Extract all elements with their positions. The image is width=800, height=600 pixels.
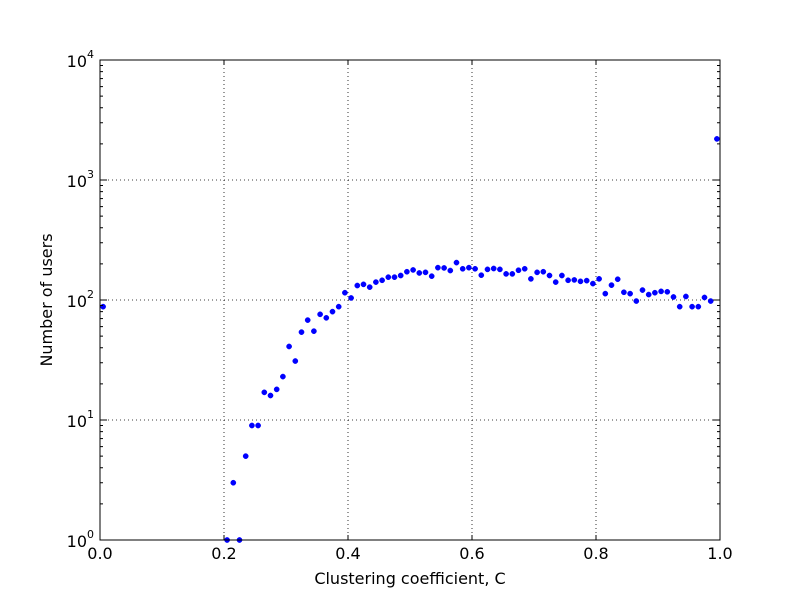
data-point xyxy=(701,294,708,301)
data-point xyxy=(391,274,398,281)
x-tick-label: 1.0 xyxy=(707,544,732,563)
data-point xyxy=(441,265,447,271)
data-point xyxy=(633,298,640,304)
x-axis-label: Clustering coefficient, C xyxy=(314,569,505,588)
x-tick-label: 0.4 xyxy=(335,544,360,563)
y-tick-label: 101 xyxy=(67,408,94,431)
y-tick-label: 104 xyxy=(67,48,94,71)
data-point xyxy=(639,287,646,293)
data-point xyxy=(689,303,695,310)
data-point xyxy=(528,276,534,282)
x-tick-label: 0.8 xyxy=(583,544,608,563)
data-point xyxy=(230,479,237,486)
data-point xyxy=(416,270,423,276)
axis-ticks xyxy=(99,59,721,541)
x-tick-label: 0.2 xyxy=(211,544,236,563)
data-point xyxy=(428,273,435,280)
data-point xyxy=(683,293,689,300)
data-point xyxy=(298,329,305,335)
grid-lines xyxy=(100,60,720,540)
data-point xyxy=(255,422,261,429)
data-point xyxy=(329,308,336,315)
data-point xyxy=(571,277,578,283)
data-point xyxy=(490,265,497,272)
data-point xyxy=(627,290,633,297)
data-point xyxy=(453,259,460,266)
data-point xyxy=(546,272,553,279)
data-point xyxy=(379,277,385,284)
data-point xyxy=(714,136,720,142)
data-point xyxy=(577,278,584,285)
data-point xyxy=(503,271,509,277)
data-point xyxy=(590,280,596,287)
data-point xyxy=(397,272,404,279)
data-point xyxy=(410,267,416,273)
data-point xyxy=(304,317,311,323)
data-point xyxy=(348,295,354,301)
data-point xyxy=(621,289,627,296)
data-point xyxy=(565,277,571,284)
data-point xyxy=(652,289,658,296)
x-tick-labels: 0.0 0.2 0.4 0.6 0.8 1.0 xyxy=(87,544,732,563)
data-point xyxy=(497,266,503,273)
data-point xyxy=(286,343,292,350)
data-point xyxy=(342,289,348,296)
y-tick-labels: 100 101 102 103 104 xyxy=(67,48,94,551)
data-point xyxy=(540,268,547,275)
data-point xyxy=(602,290,609,297)
y-tick-label: 100 xyxy=(67,528,94,551)
data-point xyxy=(261,389,268,396)
data-point xyxy=(472,265,478,272)
data-point xyxy=(100,303,106,310)
data-point xyxy=(292,358,299,364)
data-point xyxy=(311,328,317,335)
data-point xyxy=(695,303,702,310)
data-point xyxy=(404,268,410,275)
data-point xyxy=(280,373,286,380)
data-point xyxy=(670,294,677,300)
data-point xyxy=(484,266,491,273)
data-point xyxy=(583,277,590,284)
x-tick-label: 0.0 xyxy=(87,544,112,563)
data-point xyxy=(478,272,485,279)
data-point xyxy=(242,453,249,459)
data-point xyxy=(273,386,280,393)
data-points xyxy=(100,136,720,543)
data-point xyxy=(466,264,472,271)
data-point xyxy=(534,269,540,276)
data-point xyxy=(645,291,652,298)
data-point xyxy=(596,276,602,282)
data-point xyxy=(552,279,559,285)
data-point xyxy=(608,282,615,288)
data-point xyxy=(614,276,621,283)
data-point xyxy=(707,298,714,304)
data-point xyxy=(435,264,441,271)
data-point xyxy=(249,422,255,429)
data-point xyxy=(422,269,429,276)
data-point xyxy=(509,271,516,277)
data-point xyxy=(354,282,361,289)
data-point xyxy=(459,265,466,272)
data-point xyxy=(664,288,671,295)
data-point xyxy=(317,311,323,318)
y-tick-label: 102 xyxy=(67,288,94,311)
data-point xyxy=(676,303,683,310)
data-point xyxy=(373,279,379,285)
y-tick-label: 103 xyxy=(67,168,94,191)
data-point xyxy=(521,265,528,272)
data-point xyxy=(360,281,367,288)
data-point xyxy=(385,274,392,281)
x-tick-label: 0.6 xyxy=(459,544,484,563)
data-point xyxy=(366,284,373,290)
data-point xyxy=(335,303,342,310)
data-point xyxy=(515,267,522,274)
y-axis-label: Number of users xyxy=(37,233,56,366)
data-point xyxy=(267,392,274,399)
data-point xyxy=(559,272,565,279)
data-point xyxy=(323,314,330,321)
data-point xyxy=(658,288,664,295)
data-point xyxy=(447,267,454,274)
